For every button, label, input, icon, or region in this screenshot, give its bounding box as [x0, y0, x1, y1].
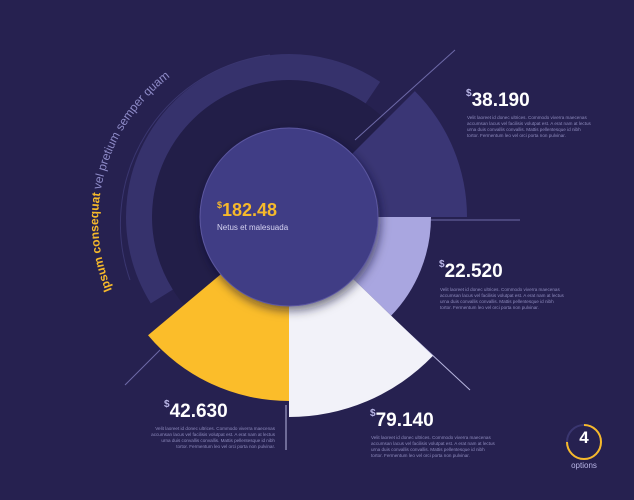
leader-line-1: [354, 49, 456, 141]
segment-3-description: Velit laoreet id donec ultrices. Commodo…: [371, 435, 495, 458]
title-guide-line: [119, 54, 271, 281]
options-ring-progress: [566, 424, 602, 460]
segment-2-value: $22.520: [439, 259, 503, 282]
options-label[interactable]: options: [571, 461, 597, 470]
center-label: Netus et malesuada: [217, 223, 289, 232]
segment-4-description: Velit laoreet id donec ultrices. Commodo…: [151, 426, 275, 449]
leader-line-5: [124, 349, 161, 386]
outer-ring-arc: [126, 54, 381, 304]
center-circle: [199, 127, 379, 307]
segment-1-description: Velit laoreet id donec ultrices. Commodo…: [467, 115, 591, 138]
segment-2-description: Velit laoreet id donec ultrices. Commodo…: [440, 287, 564, 310]
options-count[interactable]: 4: [579, 428, 589, 447]
center-value: $182.48: [217, 200, 278, 220]
segment-3-value: $79.140: [370, 408, 434, 431]
segment-4-value: $42.630: [164, 399, 228, 422]
segment-1-value: $38.190: [466, 88, 530, 111]
